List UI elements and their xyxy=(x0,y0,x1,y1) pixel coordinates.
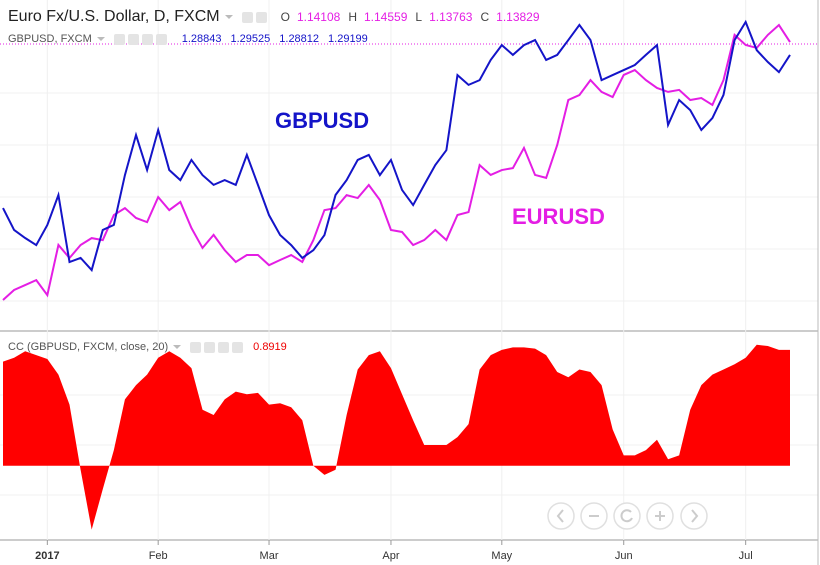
icon xyxy=(556,509,564,523)
main-header: Euro Fx/U.S. Dollar, D, FXCM O 1.14108 H 1.… xyxy=(8,8,540,26)
correlation-area xyxy=(3,344,790,530)
indicator-title: CC (GBPUSD, FXCM, close, 20) xyxy=(8,341,169,353)
caret[interactable] xyxy=(224,15,233,19)
x-tick-label: Feb xyxy=(149,550,168,562)
indicator-header: CC (GBPUSD, FXCM, close, 20) 0.8919 xyxy=(8,341,287,353)
x-tick-label: Jul xyxy=(739,550,753,562)
zoom-button[interactable] xyxy=(613,502,641,530)
compare-title: GBPUSD, FXCM xyxy=(8,33,92,45)
compare-value: 1.29199 xyxy=(328,33,368,45)
main-title: Euro Fx/U.S. Dollar, D, FXCM xyxy=(8,8,220,25)
x-tick-label: May xyxy=(491,550,512,562)
icon[interactable] xyxy=(218,341,230,353)
series-label: EURUSD xyxy=(512,204,605,229)
icon[interactable] xyxy=(155,33,167,45)
ohlc-value: 1.14559 xyxy=(364,10,408,24)
icon xyxy=(691,509,699,523)
ohlc-value: 1.14108 xyxy=(296,10,341,24)
compare-value: 1.28843 xyxy=(181,33,222,45)
ohlc-label: L xyxy=(415,10,423,24)
ohlc-value: 1.13763 xyxy=(429,10,473,24)
ohlc-label: C xyxy=(480,10,490,24)
series-line xyxy=(2,23,791,301)
compare-values: 1.28843 1.29525 1.28812 1.29199 xyxy=(179,33,374,45)
x-tick-label: 2017 xyxy=(35,550,59,562)
icon[interactable] xyxy=(241,11,253,23)
compare-header: GBPUSD, FXCM 1.28843 1.29525 1.28812 1.2919… xyxy=(8,33,374,45)
icon[interactable] xyxy=(232,341,244,353)
ohlc-label: H xyxy=(348,10,357,24)
x-tick-label: Mar xyxy=(260,550,279,562)
ohlc-label: O xyxy=(280,10,290,24)
ohlc-value: 1.13829 xyxy=(496,10,540,24)
zoom-button[interactable] xyxy=(547,502,575,530)
series-line xyxy=(2,19,791,273)
icon[interactable] xyxy=(255,11,267,23)
caret[interactable] xyxy=(173,345,182,349)
caret[interactable] xyxy=(96,37,105,41)
icon xyxy=(620,509,633,523)
x-tick-label: Apr xyxy=(382,550,399,562)
icon[interactable] xyxy=(113,33,125,45)
compare-value: 1.29525 xyxy=(230,33,271,45)
compare-value: 1.28812 xyxy=(279,33,320,45)
icon[interactable] xyxy=(204,341,216,353)
x-tick-label: Jun xyxy=(615,550,633,562)
indicator-value: 0.8919 xyxy=(253,341,287,353)
zoom-controls xyxy=(547,502,708,530)
icon[interactable] xyxy=(127,33,139,45)
ohlc: O 1.14108 H 1.14559 L 1.13763 C 1.13829 xyxy=(273,10,540,24)
zoom-button[interactable] xyxy=(680,502,708,530)
icon[interactable] xyxy=(190,341,202,353)
series-label: GBPUSD xyxy=(275,108,369,133)
icon[interactable] xyxy=(141,33,153,45)
